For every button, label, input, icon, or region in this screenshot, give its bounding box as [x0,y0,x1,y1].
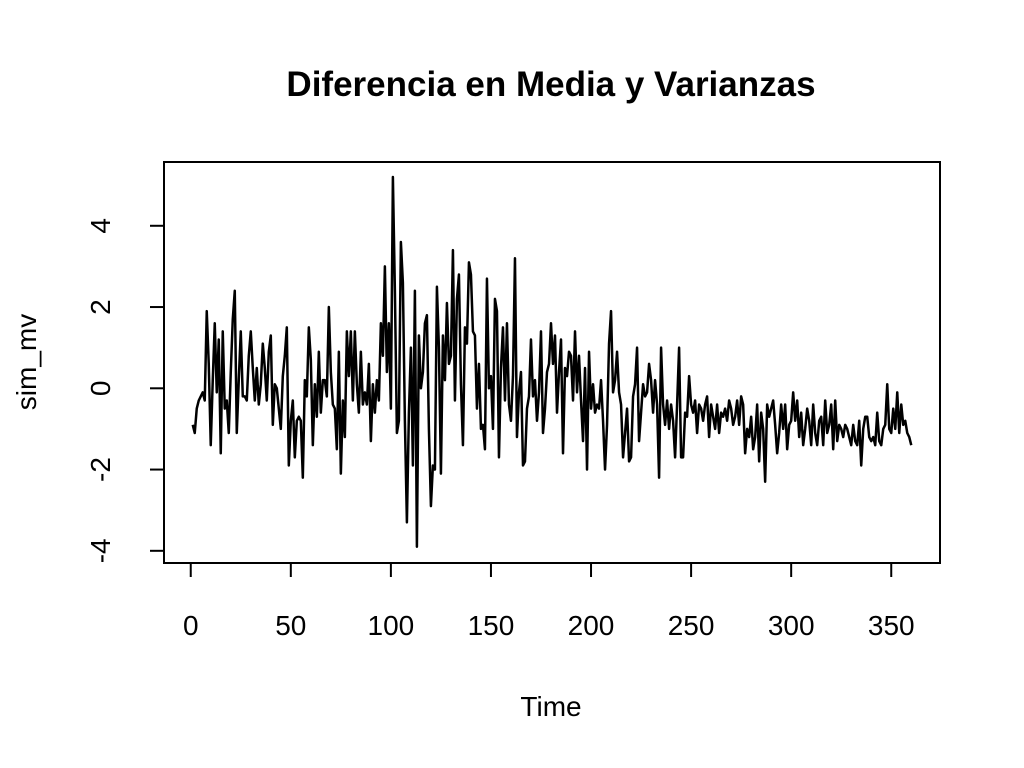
x-tick-label: 350 [868,610,915,641]
x-tick-label: 0 [183,610,199,641]
x-tick-label: 300 [768,610,815,641]
y-tick-label: 4 [85,218,116,234]
x-tick-label: 150 [468,610,515,641]
y-tick-label: 0 [85,381,116,397]
x-tick-label: 100 [368,610,415,641]
chart-title: Diferencia en Media y Varianzas [286,65,815,104]
x-tick-label: 200 [568,610,615,641]
y-tick-label: -2 [85,457,116,482]
series-line [191,175,913,548]
x-axis-label: Time [520,691,581,722]
y-tick-label: -4 [85,538,116,563]
y-tick-label: 2 [85,299,116,315]
x-tick-label: 50 [275,610,306,641]
x-tick-label: 250 [668,610,715,641]
y-axis-label: sim_mv [11,314,42,410]
